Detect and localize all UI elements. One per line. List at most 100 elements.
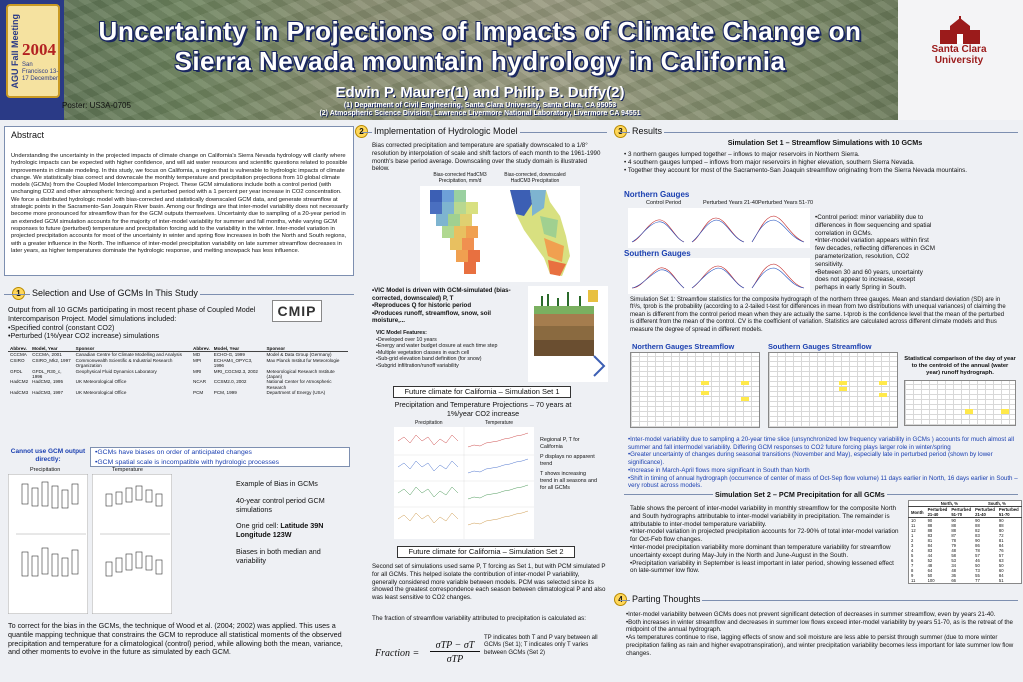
sim2-table-cell: 81 [927,538,933,543]
sim2-table-cell: 57 [998,553,1004,558]
agu-meeting-label: AGU Fall Meeting [10,14,20,89]
gcm-table-cell: Department of Energy (USA) [266,390,326,396]
gcm-table: Abbrev. Model, Year Sponsor Abbrev. Mode… [8,346,348,396]
sim2-table-cell: 79 [951,543,957,548]
bias-fig-precip-label: Precipitation [30,467,61,473]
sim2-table-cell: 5 [911,553,914,558]
poster-title-line2: Sierra Nevada mountain hydrology in Cali… [174,46,786,76]
period-label-control: Control Period [646,200,682,206]
gcm-table-cell: HadCM2, 1995 [32,379,64,385]
gcm-table-cell: GFDL [10,368,23,374]
sim2-table-cell: 90 [951,518,957,523]
bias-grid-note: 40-year control period GCM simulations [236,495,325,514]
results-bullet: • 3 northern gauges lumped together – in… [624,151,860,158]
gcm-table-cell: ECHO-G, 1999 [213,352,245,358]
section2-number: 2 [355,125,368,138]
northern-hydrographs [628,208,810,248]
university-name: Santa Clara University [931,44,987,66]
gcm-table-cell: CSIRO_Mk2, 1997 [32,357,71,363]
sim2-table-cell: 80 [998,528,1004,533]
sim2-box-label: Future climate for California – Simulati… [397,546,575,558]
sim1-heading: Precipitation and Temperature Projection… [394,400,572,418]
sim2-table-row: 7 48 34 50 50 [909,563,1022,568]
sim1-note: T shows increasing trend in all seasons … [540,471,597,491]
stats-caption: Simulation Set 1: Streamflow statistics … [630,297,1006,333]
gcm-table-row: CCCMA CCCMA, 2001 Canadian Centre for Clim… [8,352,348,358]
results-right-bullet: •Control period: minor variability due t… [815,214,932,237]
gcm-table-cell: GFDL_R30_c, 1996 [32,368,62,380]
sim2-table-row: 5 44 58 57 57 [909,553,1022,558]
sim2-table-cell: 44 [927,553,933,558]
agu-meeting-logo: AGU Fall Meeting 2004 San Francisco 13-1… [6,4,60,98]
gcm-table-cell: MRI_CGCM2.3, 2002 [213,368,258,374]
sim1-temp-axis: Temperature [485,420,514,426]
sim2-table-cell: 77 [975,578,980,583]
sim2-table-cell: 66 [951,578,957,583]
sim2-table-cell: 81 [998,538,1004,543]
section4-title: Parting Thoughts [630,594,703,604]
formula-lhs: Fraction = [375,648,420,659]
sim2-results-title: Simulation Set 2 – PCM Precipitation for… [713,490,887,499]
sim2-bullet: •Precipitation variability in September … [630,559,894,575]
cannot-use-bullet-2: •GCM spatial scale is incompatible with … [95,458,280,466]
sim2-table-header: Perturbed 51-70 [996,506,1022,518]
gcm-table-cell: Max Planck Institut fur Meteorologie [266,357,340,363]
sim2-table-row: 3 84 79 86 84 [909,543,1022,548]
sim2-table-cell: 88 [927,523,933,528]
sim2-table-cell: 48 [951,548,957,553]
gcm-table-cell: Geophysical Fluid Dynamics Laboratory [75,368,157,374]
sim2-table-cell: 63 [998,558,1004,563]
sim2-table-cell: 34 [951,563,957,568]
sim2-table-cell: 9 [911,573,914,578]
sim2-table-cell: 78 [975,548,980,553]
sim2-table-row: 4 83 48 78 76 [909,548,1022,553]
sim2-table-cell: 88 [927,528,933,533]
sim2-table-cell: 72 [998,533,1004,538]
vic-bullet-2: •Reproduces Q for historic period [372,302,472,310]
agu-meeting-city: San Francisco 13-17 December [22,62,59,82]
sim2-table-cell: 78 [951,538,957,543]
section1-number: 1 [12,287,25,300]
grid-cell-label: One grid cell: [236,521,279,531]
results-right-bullets: •Control period: minor variability due t… [815,214,935,292]
sim2-table-row: 6 52 53 46 63 [909,558,1022,563]
sim2-table-cell: 84 [998,543,1004,548]
sim2-table-cell: 7 [911,563,914,568]
gcm-table-cell: PCM, 1999 [213,390,237,396]
gcm-table-header: Abbrev. [191,346,212,353]
sim2-table-cell: 55 [975,573,980,578]
sim2-table-row: 1 83 87 83 72 [909,533,1022,538]
gcm-table-cell: Meteorological Research Institute (Japan… [266,368,335,380]
fraction-intro: The fraction of streamflow variability a… [372,615,586,622]
sim2-table-cell: 51 [998,578,1004,583]
gcm-table-header: Abbrev. [8,346,31,353]
sim2-table-row: 2 81 78 90 81 [909,538,1022,543]
vic-features-title: VIC Model Features: [376,330,427,336]
sim2-table-cell: 87 [951,533,957,538]
sim1-note: Regional P, T for California [540,437,580,450]
gcm-table-cell: CCCMA [10,352,27,358]
abstract-text: Understanding the uncertainty in the pro… [11,153,349,254]
map1-label: Bias-corrected HadCM3 Precipitation, mm/… [433,172,487,184]
sim2-bullet: •Inter-model precipitation variability m… [630,543,891,559]
poster-title-line1: Uncertainty in Projections of Impacts of… [98,16,862,46]
sim2-bullets: Table shows the percent of inter-model v… [630,505,902,575]
sim2-table-cell: 88 [951,523,957,528]
sim2-table-cell: 90 [975,518,980,523]
map2-label: Bias-corrected, downscaled HadCM3 Precip… [504,172,566,184]
sim2-table-cell: 84 [927,543,933,548]
gcm-table-cell: MD [193,352,201,358]
gcm-table-cell: UK Meteorological Office [75,379,127,385]
sim1-results-title: Simulation Set 1 – Streamflow Simulation… [727,138,923,147]
gcm-table-cell: Commonwealth Scientific & Industrial Res… [75,357,173,369]
gcm-table-cell: HadCM3 [10,390,29,396]
period-label-51-70: Perturbed Years 51-70 [758,200,814,206]
north-streamflow-title: Northern Gauges Streamflow [632,342,735,351]
bias-fig-temp-label: Temperature [112,467,143,473]
northern-gauges-label: Northern Gauges [624,190,690,199]
abstract-title: Abstract [11,130,45,140]
sim2-table-cell: 73 [975,568,980,573]
vic-feature: •Subgrid infiltration/runoff variability [376,362,459,369]
southern-hydrographs [628,258,810,294]
